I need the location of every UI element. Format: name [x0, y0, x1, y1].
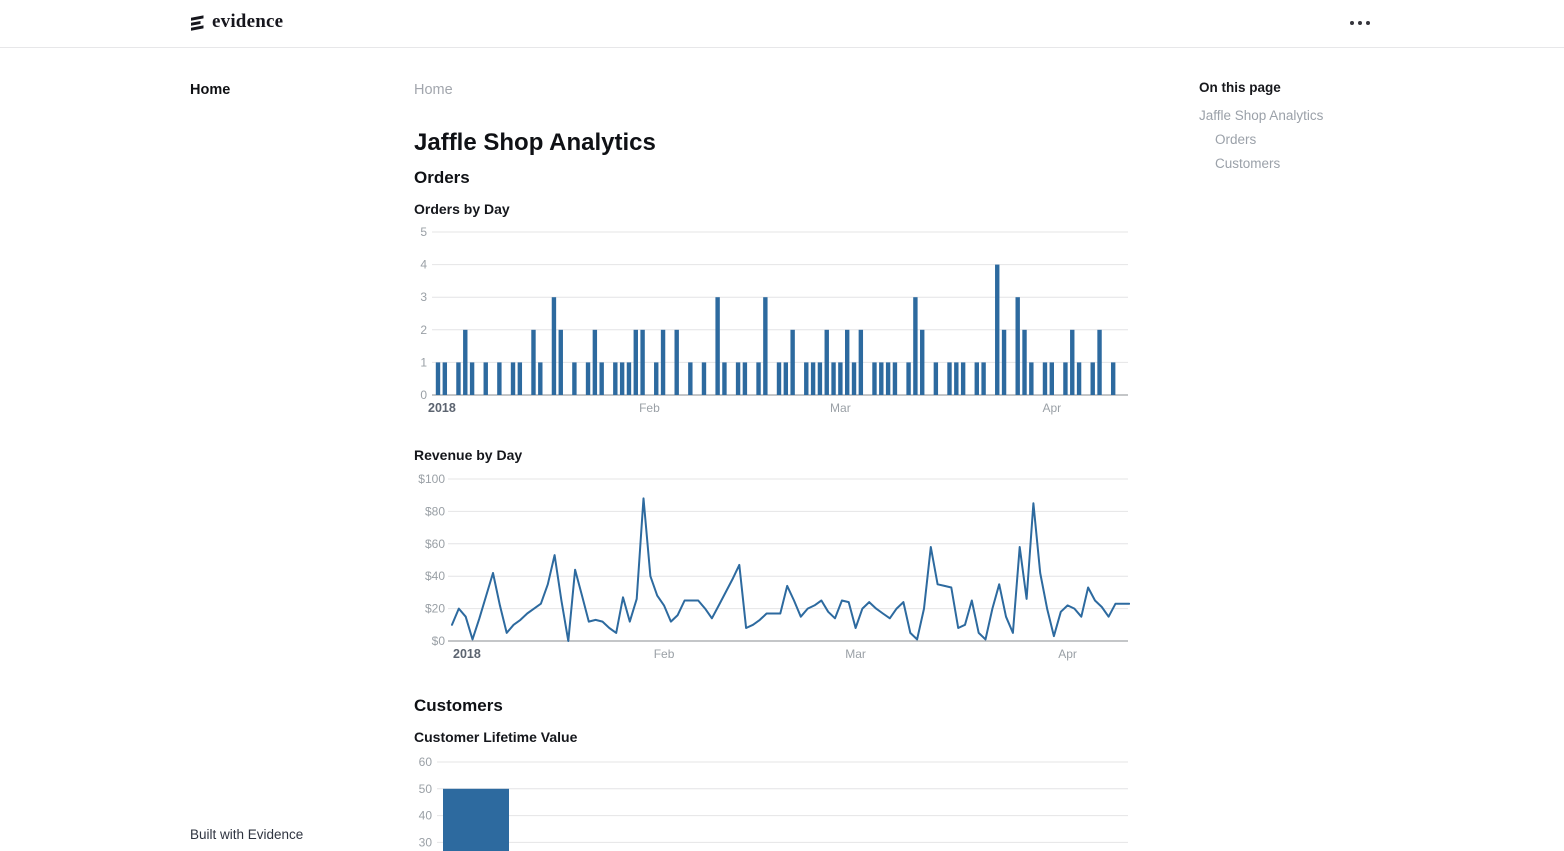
svg-text:3: 3	[420, 290, 427, 304]
built-with-evidence-link[interactable]: Built with Evidence	[190, 827, 304, 842]
page-title: Jaffle Shop Analytics	[414, 129, 656, 156]
svg-text:2: 2	[420, 323, 427, 337]
more-menu-button[interactable]	[1346, 13, 1374, 33]
svg-text:30: 30	[419, 835, 433, 849]
svg-text:2018: 2018	[453, 647, 481, 661]
dot-icon	[1350, 21, 1354, 25]
svg-text:50: 50	[419, 782, 433, 796]
toc-item-orders[interactable]: Orders	[1215, 132, 1257, 147]
svg-text:Mar: Mar	[845, 647, 866, 661]
svg-text:$80: $80	[425, 504, 445, 518]
evidence-logo-icon	[189, 14, 206, 31]
toc-item-jaffle-shop-analytics[interactable]: Jaffle Shop Analytics	[1199, 108, 1324, 123]
revenue-by-day-chart[interactable]: $100 $80 $60 $40 $20 $0 2018 Feb Mar Apr	[414, 470, 1130, 666]
chart-title-orders-by-day: Orders by Day	[414, 201, 510, 217]
customers-section-heading: Customers	[414, 696, 503, 715]
chart-title-customer-lifetime-value: Customer Lifetime Value	[414, 729, 578, 745]
toc-item-customers[interactable]: Customers	[1215, 156, 1281, 171]
svg-text:$20: $20	[425, 602, 445, 616]
orders-by-day-chart[interactable]: 5 4 3 2 1 0 2018 Feb Mar Apr	[414, 224, 1130, 420]
svg-text:60: 60	[419, 755, 433, 769]
svg-text:5: 5	[420, 225, 427, 239]
svg-text:$0: $0	[432, 634, 446, 648]
svg-text:2018: 2018	[428, 401, 456, 415]
svg-text:Feb: Feb	[639, 401, 660, 415]
svg-text:$100: $100	[418, 472, 445, 486]
top-header: evidence	[0, 0, 1564, 48]
svg-text:Mar: Mar	[830, 401, 851, 415]
dot-icon	[1358, 21, 1362, 25]
svg-text:40: 40	[419, 809, 433, 823]
orders-section-heading: Orders	[414, 168, 470, 187]
sidebar-item-home[interactable]: Home	[190, 82, 231, 98]
toc-title: On this page	[1199, 80, 1281, 95]
svg-text:4: 4	[420, 258, 427, 272]
breadcrumb[interactable]: Home	[414, 82, 453, 98]
svg-text:$40: $40	[425, 569, 445, 583]
chart-title-revenue-by-day: Revenue by Day	[414, 447, 523, 463]
dot-icon	[1366, 21, 1370, 25]
evidence-logo-link[interactable]: evidence	[189, 11, 283, 33]
evidence-logo-text: evidence	[212, 11, 284, 32]
svg-text:$60: $60	[425, 537, 445, 551]
svg-text:0: 0	[420, 388, 427, 402]
svg-text:Apr: Apr	[1058, 647, 1077, 661]
svg-text:Apr: Apr	[1042, 401, 1061, 415]
svg-text:Feb: Feb	[654, 647, 675, 661]
svg-text:1: 1	[420, 355, 427, 369]
customer-lifetime-value-chart[interactable]: 60 50 40 30	[414, 748, 1130, 851]
